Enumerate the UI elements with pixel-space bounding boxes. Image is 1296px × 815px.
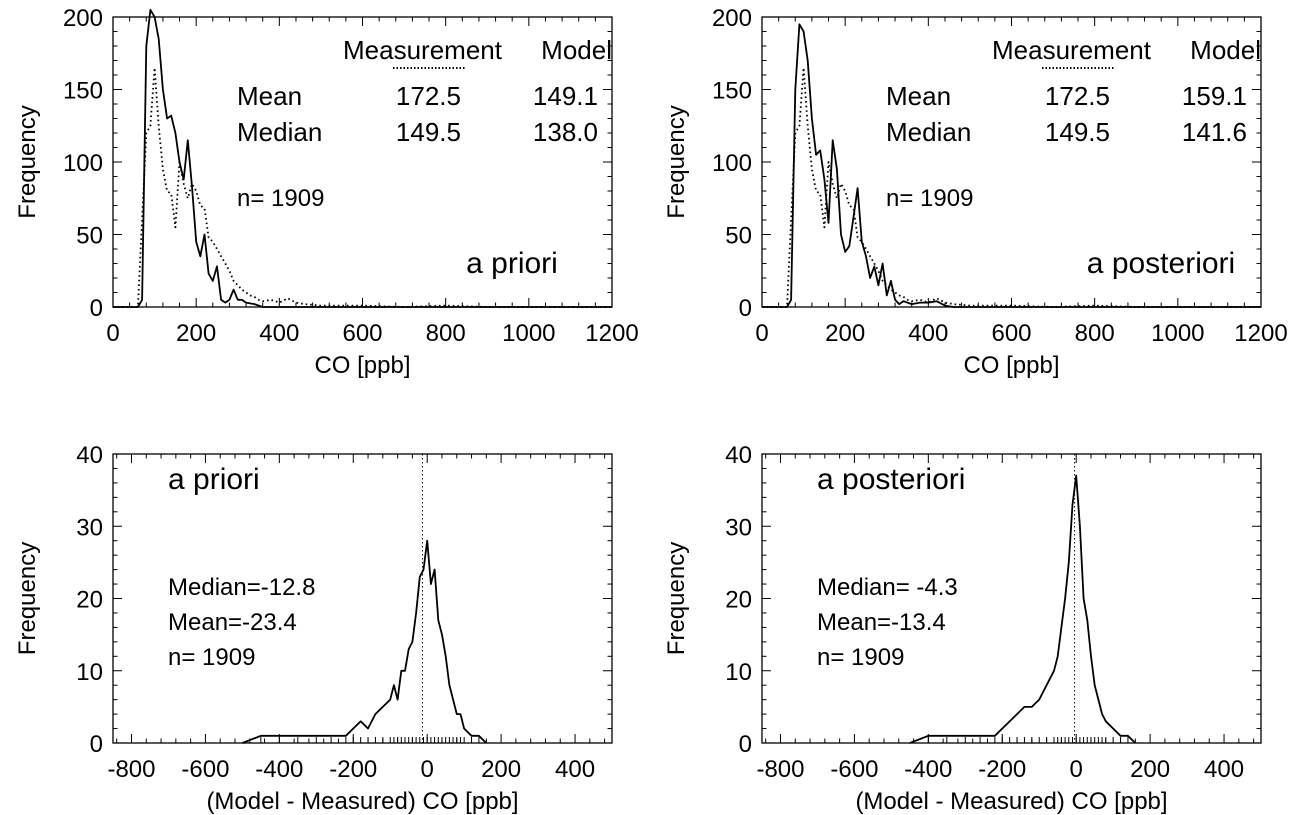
series-model <box>762 23 1261 308</box>
panel-label: a priori <box>466 247 558 280</box>
x-tick-label: -600 <box>830 756 878 783</box>
stats-header-model: Model <box>1190 35 1261 65</box>
y-tick-label: 0 <box>739 731 752 758</box>
x-tick-label: 600 <box>991 320 1031 347</box>
x-tick-label: 0 <box>1070 756 1083 783</box>
x-tick-label: -400 <box>255 756 303 783</box>
y-tick-label: 40 <box>76 442 103 469</box>
y-tick-label: 40 <box>725 442 752 469</box>
y-tick-label: 100 <box>712 150 752 177</box>
x-axis-label: (Model - Measured) CO [ppb] <box>206 788 518 815</box>
stats-measurement-value: 149.5 <box>1045 117 1110 147</box>
stats-n: n= 1909 <box>237 185 324 212</box>
y-tick-label: 10 <box>725 659 752 686</box>
y-tick-label: 20 <box>725 587 752 614</box>
stats-n: n= 1909 <box>886 185 973 212</box>
x-tick-label: 1200 <box>585 320 638 347</box>
stats-line: Median= -4.3 <box>817 574 958 601</box>
x-tick-label: -200 <box>978 756 1026 783</box>
stats-measurement-value: 172.5 <box>396 81 461 111</box>
y-tick-label: 0 <box>90 731 103 758</box>
stats-line: Mean=-23.4 <box>168 609 297 636</box>
stats-measurement-value: 172.5 <box>1045 81 1110 111</box>
panel-label: a posteriori <box>817 463 965 496</box>
y-tick-label: 30 <box>725 514 752 541</box>
y-tick-label: 150 <box>712 78 752 105</box>
x-tick-label: 1000 <box>1151 320 1204 347</box>
x-axis-label: CO [ppb] <box>963 352 1059 379</box>
series-model <box>113 8 612 308</box>
y-axis-label: Frequency <box>663 105 690 218</box>
stats-row-label: Mean <box>886 81 951 111</box>
x-tick-label: 400 <box>259 320 299 347</box>
stats-line: Median=-12.8 <box>168 574 315 601</box>
chart-bottom-left: -800 -600 -400 -200 0 200 400 0 10 20 30 40 (Model -… <box>14 442 613 815</box>
series-model-measured <box>909 474 1136 744</box>
stats-header-measurement: Measurement <box>343 35 503 65</box>
stats-row-label: Median <box>886 117 971 147</box>
x-tick-label: -400 <box>904 756 952 783</box>
chart-bottom-right: -800 -600 -400 -200 0 200 400 0 10 20 30 40 (Model -… <box>663 442 1262 815</box>
y-tick-label: 0 <box>90 295 103 322</box>
x-tick-label: 200 <box>825 320 865 347</box>
stats-row-label: Median <box>237 117 322 147</box>
y-tick-label: 200 <box>712 5 752 32</box>
y-tick-label: 30 <box>76 514 103 541</box>
x-tick-label: 200 <box>1130 756 1170 783</box>
x-tick-label: 800 <box>1075 320 1115 347</box>
x-tick-label: -800 <box>107 756 155 783</box>
x-tick-label: 0 <box>421 756 434 783</box>
x-tick-label: 0 <box>755 320 768 347</box>
x-axis-label: CO [ppb] <box>314 352 410 379</box>
stats-header-measurement: Measurement <box>992 35 1152 65</box>
x-tick-label: 1000 <box>502 320 555 347</box>
stats-line: n= 1909 <box>168 644 255 671</box>
stats-model-value: 138.0 <box>533 117 598 147</box>
x-tick-label: 400 <box>1204 756 1244 783</box>
y-tick-label: 50 <box>76 223 103 250</box>
series-measurement <box>762 66 1261 308</box>
stats-model-value: 159.1 <box>1182 81 1247 111</box>
x-tick-label: 600 <box>342 320 382 347</box>
x-tick-label: 400 <box>555 756 595 783</box>
stats-model-value: 149.1 <box>533 81 598 111</box>
x-tick-label: 0 <box>106 320 119 347</box>
y-tick-label: 50 <box>725 223 752 250</box>
series-model-measured <box>242 539 487 744</box>
x-tick-label: -600 <box>181 756 229 783</box>
chart-top-left: 0 200 400 600 800 1000 1200 0 50 100 150 200 CO [ppb… <box>14 5 639 379</box>
y-axis-label: Frequency <box>663 542 690 655</box>
stats-row-label: Mean <box>237 81 302 111</box>
stats-header-model: Model <box>541 35 612 65</box>
y-tick-label: 100 <box>63 150 103 177</box>
x-tick-label: 200 <box>481 756 521 783</box>
x-tick-label: 200 <box>176 320 216 347</box>
x-tick-label: 400 <box>908 320 948 347</box>
y-axis-label: Frequency <box>14 542 41 655</box>
stats-model-value: 141.6 <box>1182 117 1247 147</box>
y-tick-label: 20 <box>76 587 103 614</box>
x-tick-label: -200 <box>329 756 377 783</box>
series-measurement <box>113 66 612 308</box>
y-axis-label: Frequency <box>14 105 41 218</box>
x-tick-label: -800 <box>756 756 804 783</box>
y-tick-label: 200 <box>63 5 103 32</box>
stats-line: Mean=-13.4 <box>817 609 946 636</box>
y-tick-label: 10 <box>76 659 103 686</box>
y-tick-label: 0 <box>739 295 752 322</box>
panel-label: a posteriori <box>1087 247 1235 280</box>
stats-line: n= 1909 <box>817 644 904 671</box>
stats-measurement-value: 149.5 <box>396 117 461 147</box>
x-tick-label: 800 <box>426 320 466 347</box>
chart-top-right: 0 200 400 600 800 1000 1200 0 50 100 150 200 CO [ppb… <box>663 5 1288 379</box>
x-tick-label: 1200 <box>1234 320 1287 347</box>
y-tick-label: 150 <box>63 78 103 105</box>
x-axis-label: (Model - Measured) CO [ppb] <box>855 788 1167 815</box>
panel-label: a priori <box>168 463 260 496</box>
